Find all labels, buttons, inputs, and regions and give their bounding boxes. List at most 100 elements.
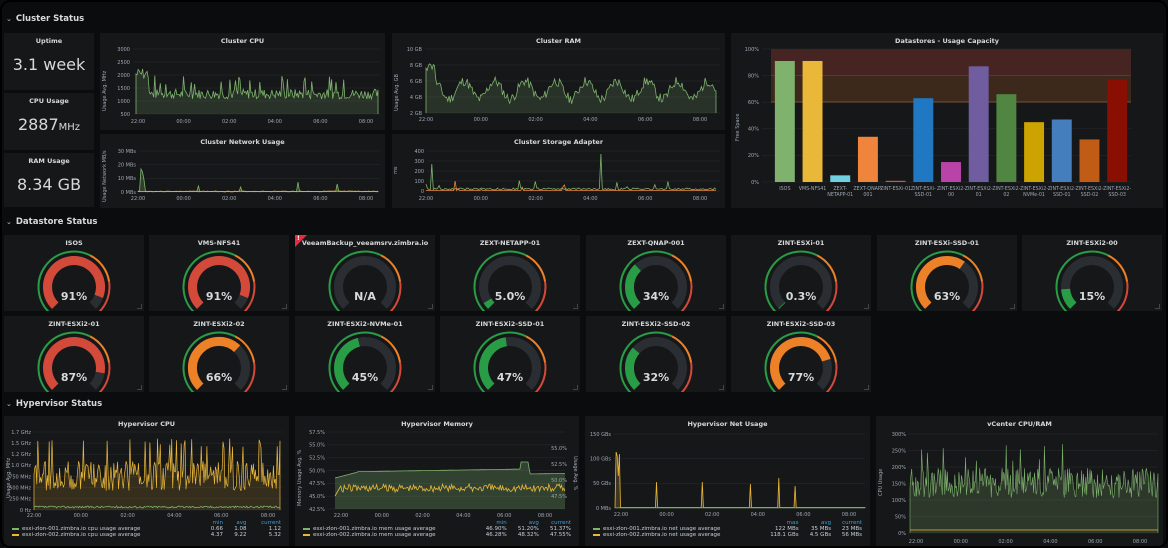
gauge-panel[interactable]: ZINT-ESXi2-SSD-02 32%	[586, 316, 726, 392]
threshold-ring-green	[764, 331, 818, 392]
threshold-ring-red	[534, 281, 547, 311]
gauge-panel[interactable]: ZINT-ESXi2-01 87%	[4, 316, 144, 392]
panel-hypervisor-cpu[interactable]: Hypervisor CPU Usage Avg. MHz 1.7 GHz 1.5…	[4, 416, 289, 548]
x-tick-label: 02:00	[528, 117, 542, 123]
resize-handle[interactable]	[573, 304, 578, 309]
legend-table: min avg current esxi-zlon-001.zimbra.io cp…	[10, 520, 283, 538]
panel-cluster-storage[interactable]: Cluster Storage Adapter ms 400 300 200 100 0…	[392, 134, 725, 208]
resize-handle[interactable]	[573, 385, 578, 390]
panel-title: ZINT-ESXi2-01	[48, 320, 100, 328]
gauge-panel[interactable]: VeeamBackup_veeamsrv.zimbra.io! N/A	[295, 235, 435, 311]
row-datastore-status[interactable]: ⌄ Datastore Status	[6, 215, 97, 229]
gauge-value-arc	[915, 256, 965, 309]
gauge-panel[interactable]: ZINT-ESXi2-NVMe-01 45%	[295, 316, 435, 392]
stat-panel-uptime[interactable]: Uptime 3.1 week	[4, 33, 94, 90]
resize-handle[interactable]	[864, 304, 869, 309]
legend-row[interactable]: esxi-zlon-001.zimbra.io cpu usage averag…	[10, 526, 283, 532]
stat-unit: MHz	[58, 122, 81, 133]
y-tick-label: 1.0 GHz	[11, 463, 31, 469]
series-line	[425, 153, 717, 191]
gauge-panel[interactable]: ZEXT-NETAPP-01 5.0%	[440, 235, 580, 311]
gauge-panel[interactable]: ISOS 91%	[4, 235, 144, 311]
legend-row[interactable]: esxi-zlon-002.zimbra.io net usage averag…	[591, 532, 864, 538]
resize-handle[interactable]	[719, 385, 724, 390]
series-name: esxi-zlon-002.zimbra.io net usage averag…	[603, 532, 721, 538]
legend-row[interactable]: esxi-zlon-002.zimbra.io mem usage averag…	[301, 532, 573, 538]
y-tick-label: 30 MBs	[118, 149, 137, 155]
y-tick-label: 0%	[751, 180, 759, 186]
x-tick-label: 08:00	[538, 513, 552, 519]
threshold-ring-green	[619, 250, 673, 311]
resize-handle[interactable]	[428, 304, 433, 309]
legend-current: 56 MBs	[841, 532, 862, 538]
stat-panel-ram-usage[interactable]: RAM Usage 8.34 GB	[4, 153, 94, 207]
series-swatch	[12, 533, 19, 536]
panel-vcenter-cpu-ram[interactable]: vCenter CPU/RAM CPU Usage 300% 250% 200% 15…	[876, 416, 1163, 548]
y-tick-label: 47.5%	[309, 481, 325, 487]
resize-handle[interactable]	[1010, 304, 1015, 309]
resize-handle[interactable]	[1155, 304, 1160, 309]
threshold-ring-orange	[89, 254, 111, 282]
x-tick-label: 02:00	[998, 539, 1012, 545]
series-line	[137, 167, 379, 192]
gauge-panel[interactable]: ZINT-ESXi2-SSD-01 47%	[440, 316, 580, 392]
legend-row[interactable]: esxi-zlon-002.zimbra.io cpu usage averag…	[10, 532, 283, 538]
legend-header: min	[496, 520, 507, 526]
gauge-panel[interactable]: VMS-NFS41 91%	[149, 235, 289, 311]
resize-handle[interactable]	[137, 304, 142, 309]
legend-row[interactable]: esxi-zlon-001.zimbra.io mem usage averag…	[301, 526, 573, 532]
panel-title: Cluster RAM	[536, 37, 581, 45]
resize-handle[interactable]	[428, 385, 433, 390]
y-tick-label-right: 52.5%	[551, 462, 567, 468]
series-line	[425, 63, 717, 113]
alert-flag-icon[interactable]	[295, 235, 307, 247]
panel-cluster-network[interactable]: Cluster Network Usage Usage Network MB/s…	[100, 134, 385, 208]
gauge-panel[interactable]: ZINT-ESXi2-00 15%	[1022, 235, 1162, 311]
bar-zint-esxi2-ssd-01	[1051, 119, 1072, 182]
x-tick-label: 02:00	[120, 513, 134, 519]
panel-hypervisor-memory[interactable]: Hypervisor Memory Memory Usage Avg. % Us…	[295, 416, 579, 548]
stat-panel-cpu-usage[interactable]: CPU Usage 2887MHz	[4, 93, 94, 150]
cluster-network-chart: Usage Network MB/s 30 MBs 20 MBs 10 MBs 0 M…	[102, 149, 380, 202]
gauge-value-arc	[778, 302, 786, 309]
gauge-panel[interactable]: ZINT-ESXi2-02 66%	[149, 316, 289, 392]
gauge-panel[interactable]: ZINT-ESXi-SSD-01 63%	[877, 235, 1017, 311]
panel-hypervisor-net[interactable]: Hypervisor Net Usage 150 GBs 100 GBs 50 GB…	[585, 416, 870, 548]
y-tick-label-right: 47.5%	[551, 494, 567, 500]
gauge-panel[interactable]: ZINT-ESXi-01 0.3%	[731, 235, 871, 311]
bar-zint-esxi2-nvme-01	[1024, 122, 1045, 182]
cluster-storage-chart: ms 400 300 200 100 022:00 00:00 02:00 04:00 06:0…	[393, 149, 720, 202]
gauge-panel[interactable]: ZEXT-QNAP-001 34%	[586, 235, 726, 311]
row-hypervisor-status[interactable]: ⌄ Hypervisor Status	[6, 397, 102, 411]
threshold-ring-red	[1116, 281, 1129, 311]
panel-cluster-ram[interactable]: Cluster RAM Usage Avg. GB 10 GB 8 GB 6 GB 4…	[392, 33, 725, 130]
threshold-band-warning	[771, 75, 1131, 103]
gauge-value: 91%	[61, 290, 87, 303]
x-tick-label: 02	[1003, 192, 1009, 198]
resize-handle[interactable]	[282, 304, 287, 309]
resize-handle[interactable]	[137, 385, 142, 390]
resize-handle[interactable]	[864, 385, 869, 390]
legend-row[interactable]: esxi-zlon-001.zimbra.io net usage averag…	[591, 526, 864, 532]
legend-current: 51.37%	[550, 526, 571, 532]
x-tick-label: NVMe-01	[1023, 192, 1045, 198]
threshold-ring-green	[1055, 250, 1109, 311]
x-tick-label: ZINT-ESXi2-	[1075, 186, 1103, 192]
resize-handle[interactable]	[282, 385, 287, 390]
y-tick-label: 4 GB	[410, 95, 423, 101]
row-cluster-status[interactable]: ⌄ Cluster Status	[6, 12, 84, 26]
y-axis-label: Memory Usage Avg. %	[297, 449, 303, 506]
resize-handle[interactable]	[719, 304, 724, 309]
gauge-panel[interactable]: ZINT-ESXi2-SSD-03 77%	[731, 316, 871, 392]
gauge-svg: 32%	[619, 331, 693, 392]
gauge-svg: 15%	[1055, 250, 1129, 311]
y-tick-label: 0 Hz	[20, 508, 32, 514]
threshold-ring-orange	[234, 335, 256, 363]
panel-cluster-cpu[interactable]: Cluster CPU Usage Avg. MHz 3000 2500 2000 1…	[100, 33, 385, 130]
y-tick-label: 50%	[895, 514, 906, 520]
gauge-value: 45%	[352, 371, 378, 384]
x-tick-label: 06:00	[313, 119, 327, 125]
y-tick-label: 6 GB	[410, 79, 423, 85]
panel-datastores-usage[interactable]: Datastores - Usage Capacity Free Space 1…	[731, 33, 1163, 208]
legend-table: min avg current esxi-zlon-001.zimbra.io me…	[301, 520, 573, 538]
